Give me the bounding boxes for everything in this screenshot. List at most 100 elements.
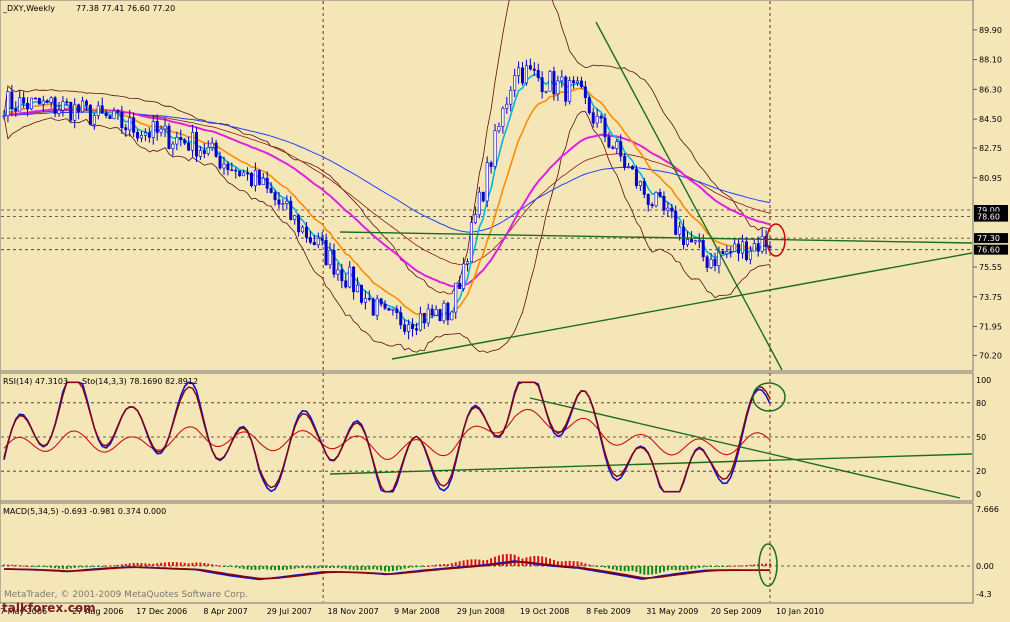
macd-histogram-bar [164, 562, 167, 566]
macd-histogram-bar [356, 566, 359, 571]
macd-histogram-bar [627, 566, 630, 572]
macd-histogram-bar [541, 556, 544, 566]
price-bar-body [301, 226, 305, 233]
price-bar-body [210, 142, 214, 148]
price-bar-body [356, 284, 360, 293]
price-bar-body [18, 97, 22, 112]
price-bar-body [446, 302, 450, 321]
price-bar-body [253, 170, 257, 187]
macd-histogram-bar [533, 555, 536, 566]
price-bar-body [273, 192, 277, 201]
macd-histogram-bar [556, 561, 559, 566]
price-bar-body [650, 204, 654, 207]
macd-histogram-bar [737, 565, 740, 567]
price-bar-body [748, 250, 752, 260]
price-bar-body [399, 312, 403, 326]
price-bar-body [289, 200, 293, 220]
macd-histogram-bar [387, 566, 390, 572]
price-bar-body [336, 269, 340, 275]
macd-histogram-bar [34, 566, 37, 567]
highlight-marks [752, 223, 786, 587]
macd-histogram-bar [454, 562, 457, 566]
date-axis-label: 20 Sep 2009 [711, 607, 762, 616]
macd-histogram-bar [171, 562, 174, 566]
macd-histogram-bar [411, 566, 414, 568]
macd-histogram-bar [309, 566, 312, 569]
price-bar-body [513, 75, 517, 91]
macd-histogram-bar [368, 566, 371, 570]
macd-histogram-bar [26, 565, 29, 567]
price-bar-body [544, 90, 548, 93]
price-bar-body [120, 112, 124, 129]
macd-histogram-bar [348, 566, 351, 570]
macd-histogram-bar [584, 563, 587, 566]
price-bar-body [697, 240, 701, 242]
macd-histogram-bar [321, 566, 324, 568]
price-bar-body [552, 71, 556, 95]
macd-histogram-bar [651, 566, 654, 575]
stoch-signal-line [3, 381, 771, 493]
price-bar-body [466, 261, 470, 265]
macd-histogram-bar [340, 566, 343, 569]
macd-histogram-bar [313, 566, 316, 569]
price-bar-body [65, 101, 69, 103]
macd-histogram-bar [364, 566, 367, 570]
rsi-lines [3, 381, 771, 493]
price-bar-body [242, 172, 246, 177]
price-bar-body [359, 284, 363, 303]
price-bar-body [112, 110, 116, 119]
price-bar-body [328, 250, 332, 266]
price-bar-body [631, 166, 635, 170]
rsi-title: RSI(14) 47.3103 [3, 377, 68, 386]
price-bar-body [689, 239, 693, 243]
price-bar-body [442, 302, 446, 322]
macd-panel [0, 502, 974, 604]
macd-histogram-bar [352, 566, 355, 570]
price-bar-body [418, 313, 422, 331]
macd-histogram-bar [344, 566, 347, 569]
price-bar-body [320, 238, 324, 241]
price-bar-body [521, 67, 525, 84]
price-bar-body [674, 210, 678, 235]
price-axis-label: 71.95 [979, 323, 1002, 332]
price-bar-body [312, 241, 316, 246]
price-bar-body [88, 104, 92, 125]
macd-histogram-bar [592, 565, 595, 567]
date-axis-label: 8 Apr 2007 [203, 607, 247, 616]
macd-histogram-bar [596, 566, 599, 567]
macd-histogram-bar [297, 566, 300, 569]
macd-histogram-bar [179, 562, 182, 566]
price-bar-body [599, 116, 603, 119]
macd-title: MACD(5,34,5) -0.693 -0.981 0.374 0.000 [3, 507, 166, 516]
price-bar-body [33, 97, 37, 100]
macd-histogram-bar [505, 553, 508, 566]
price-bar-body [202, 150, 206, 154]
price-bar-body [22, 97, 26, 104]
macd-histogram-bar [61, 566, 64, 569]
price-bar-body [92, 115, 96, 125]
price-bar-body [686, 239, 690, 245]
date-axis-label: 9 Mar 2008 [394, 607, 440, 616]
price-bar-body [132, 117, 136, 133]
macd-histogram-bar [144, 563, 147, 566]
price-bar-body [666, 207, 670, 211]
macd-histogram-bar [615, 566, 618, 571]
macd-histogram-bar [132, 562, 135, 566]
macd-histogram-bar [384, 566, 387, 572]
price-bar-body [163, 125, 167, 130]
price-bar-body [591, 112, 595, 124]
site-logo: talkforex.com [2, 601, 96, 615]
macd-histogram-bar [442, 564, 445, 566]
rsi-axis-label: 80 [976, 399, 986, 408]
macd-histogram-bar [101, 566, 104, 567]
macd-histogram-bar [191, 562, 194, 566]
macd-histogram-bar [765, 563, 768, 566]
price-bar-body [634, 168, 638, 186]
macd-histogram-bar [30, 566, 33, 567]
price-bar-body [564, 76, 568, 102]
price-bar-body [332, 250, 336, 275]
price-bar-body [760, 235, 764, 252]
price-bar-body [167, 125, 171, 150]
macd-histogram-bar [77, 566, 80, 568]
